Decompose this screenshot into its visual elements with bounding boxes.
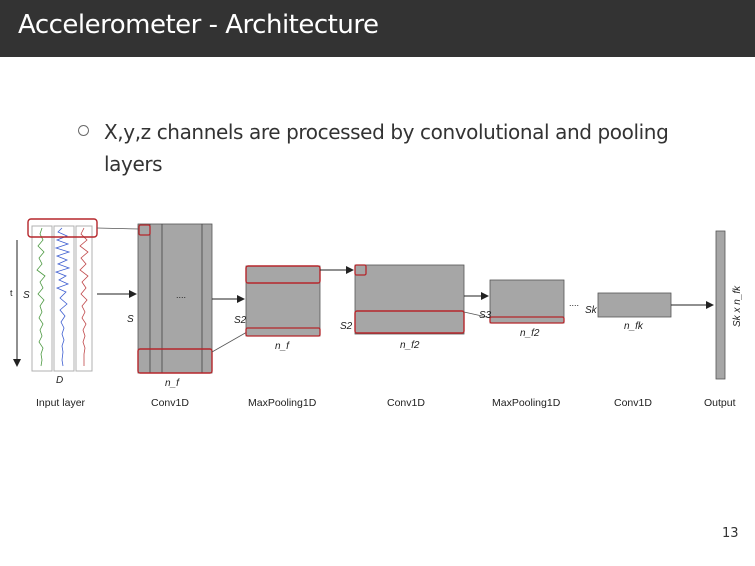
- output-label: Output: [704, 397, 736, 409]
- conv1-dim-nf: n_f: [165, 378, 180, 389]
- line-window-to-conv1: [97, 228, 139, 229]
- title-bar: Accelerometer - Architecture: [0, 0, 755, 57]
- page-number: 13: [722, 526, 739, 541]
- bullet-circle-icon: [78, 125, 89, 136]
- conv2-dim-s2: S2: [340, 321, 353, 332]
- convk-dim-sk: Sk: [585, 305, 598, 316]
- input-layer: t S D Input layer: [10, 219, 97, 409]
- slide-title: Accelerometer - Architecture: [18, 10, 378, 40]
- output-dim-label: Sk x n_fk: [732, 285, 743, 327]
- pool2-dim-s3: S3: [479, 310, 492, 321]
- ellipsis-dots: ....: [569, 298, 579, 308]
- convk-label: Conv1D: [614, 397, 652, 409]
- conv1-label: Conv1D: [151, 397, 189, 409]
- output-vector: [716, 231, 725, 379]
- maxpool-block-1: S2 n_f MaxPooling1D: [234, 266, 320, 409]
- bullet-text: X,y,z channels are processed by convolut…: [104, 116, 704, 180]
- output-layer: Sk x n_fk Output: [704, 231, 743, 409]
- pool1-map: [246, 266, 320, 336]
- pool1-label: MaxPooling1D: [248, 397, 317, 409]
- conv1d-block-1: .... S n_f Conv1D: [127, 224, 212, 409]
- conv1-dots: ....: [176, 290, 186, 300]
- time-axis-label: t: [10, 288, 13, 298]
- conv2-map: [355, 265, 464, 334]
- input-panel-z: [76, 226, 92, 371]
- pool1-dim-nf: n_f: [275, 341, 290, 352]
- conv2-dim-nf2: n_f2: [400, 340, 420, 351]
- maxpool-block-2: S3 n_f2 MaxPooling1D: [479, 280, 564, 409]
- input-dim-s: S: [23, 290, 30, 301]
- architecture-diagram: t S D Input layer .... S n_f Conv1D S2 n…: [0, 205, 755, 425]
- convk-dim-nfk: n_fk: [624, 321, 644, 332]
- input-dim-d: D: [56, 375, 63, 386]
- convk-map: [598, 293, 671, 317]
- pool2-label: MaxPooling1D: [492, 397, 561, 409]
- conv2-label: Conv1D: [387, 397, 425, 409]
- conv1-filter-map: [138, 224, 212, 373]
- pool2-dim-nf2: n_f2: [520, 328, 540, 339]
- conv1-dim-s: S: [127, 314, 134, 325]
- input-layer-label: Input layer: [36, 397, 86, 409]
- line-pool-window-to-pool1: [212, 332, 247, 352]
- conv1d-block-2: S2 n_f2 Conv1D: [340, 265, 464, 409]
- conv1d-block-k: Sk n_fk Conv1D: [585, 293, 671, 409]
- pool1-dim-s2: S2: [234, 315, 247, 326]
